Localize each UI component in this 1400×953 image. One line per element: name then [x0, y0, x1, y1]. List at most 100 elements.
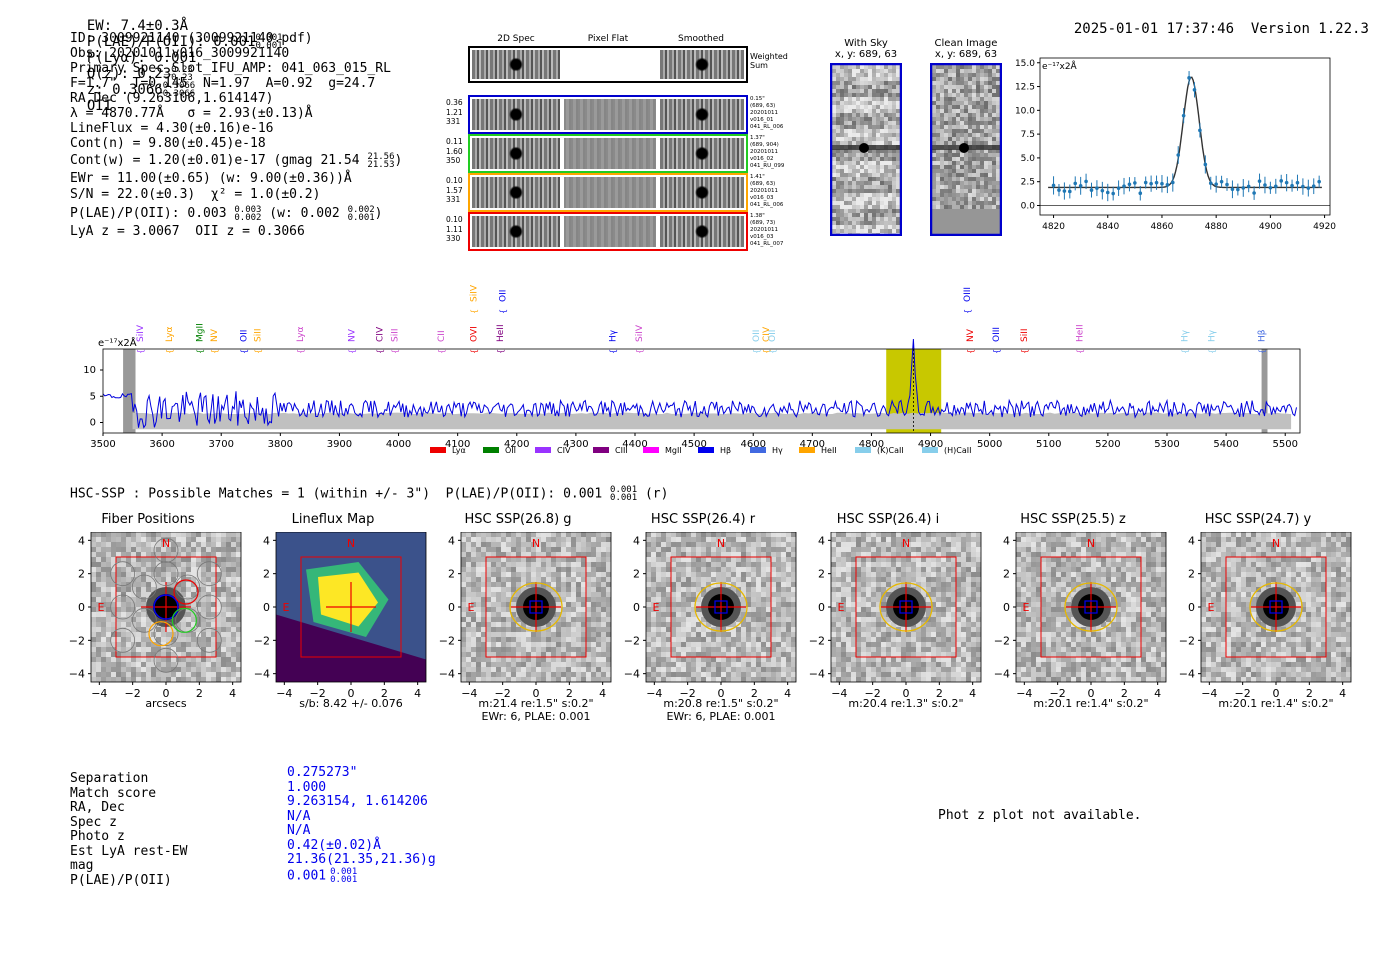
- hsc-pixel: [141, 677, 146, 682]
- hsc-pixel: [596, 557, 601, 562]
- hsc-pixel: [461, 542, 466, 547]
- hsc-pixel: [161, 672, 166, 677]
- hsc-pixel: [741, 577, 746, 582]
- spec-line-marker: HeII{: [1076, 324, 1086, 354]
- sky-pixel: [956, 113, 960, 117]
- sky-pixel: [972, 105, 976, 109]
- hsc-pixel: [751, 557, 756, 562]
- sky-pixel: [872, 213, 876, 217]
- hsc-pixel: [926, 547, 931, 552]
- sky-pixel: [992, 229, 996, 233]
- spec-line-marker: SiIV{: [635, 324, 645, 354]
- hsc-pixel: [591, 542, 596, 547]
- fiber-row-meta-line: 1.38": [750, 213, 765, 219]
- spec-line-marker: SiII{: [1020, 328, 1030, 354]
- sky-pixel: [932, 197, 936, 201]
- hsc-pixel: [96, 577, 101, 582]
- sky-pixel: [832, 85, 836, 89]
- hsc-pixel: [686, 637, 691, 642]
- sky-pixel: [860, 225, 864, 229]
- hsc-pixel: [751, 637, 756, 642]
- sky-pixel: [972, 73, 976, 77]
- hsc-pixel: [536, 652, 541, 657]
- hsc-pixel: [471, 607, 476, 612]
- sky-pixel: [884, 225, 888, 229]
- hsc-pixel: [596, 567, 601, 572]
- hsc-pixel: [116, 592, 121, 597]
- hsc-pixel: [881, 547, 886, 552]
- sky-pixel: [956, 97, 960, 101]
- hsc-pixel: [206, 672, 211, 677]
- hsc-pixel: [101, 572, 106, 577]
- hsc-pixel: [216, 542, 221, 547]
- sky-pixel: [864, 213, 868, 217]
- hsc-pixel: [591, 647, 596, 652]
- sky-pixel: [844, 153, 848, 157]
- sky-pixel: [884, 101, 888, 105]
- hsc-pixel: [151, 652, 156, 657]
- hsc-pixel: [211, 617, 216, 622]
- hsc-pixel: [211, 667, 216, 672]
- hsc-pixel: [106, 622, 111, 627]
- hsc-pixel: [576, 617, 581, 622]
- hsc-pixel: [121, 592, 126, 597]
- hsc-pixel: [651, 677, 656, 682]
- hsc-pixel: [196, 537, 201, 542]
- sky-pixel: [952, 205, 956, 209]
- sky-pixel: [864, 125, 868, 129]
- hsc-pixel: [506, 677, 511, 682]
- hsc-pixel: [496, 537, 501, 542]
- hsc-pixel: [481, 587, 486, 592]
- hsc-pixel: [766, 607, 771, 612]
- hsc-pixel: [591, 597, 596, 602]
- sky-pixel: [984, 81, 988, 85]
- fiber-circle: [131, 574, 157, 600]
- hsc-pixel: [791, 552, 796, 557]
- sky-pixel: [956, 77, 960, 81]
- hsc-pixel: [146, 672, 151, 677]
- hsc-pixel: [191, 567, 196, 572]
- hsc-pixel: [521, 567, 526, 572]
- sky-pixel: [940, 141, 944, 145]
- hsc-pixel: [861, 537, 866, 542]
- hsc-pixel: [166, 627, 171, 632]
- hsc-pixel: [911, 537, 916, 542]
- sky-pixel: [996, 157, 1000, 161]
- hsc-pixel: [196, 637, 201, 642]
- spec-line-marker: CIV{: [762, 326, 772, 354]
- sky-pixel: [884, 193, 888, 197]
- hsc-pixel: [511, 542, 516, 547]
- hsc-pixel: [646, 632, 651, 637]
- hsc-pixel: [761, 652, 766, 657]
- hsc-pixel: [741, 557, 746, 562]
- hsc-pixel: [651, 602, 656, 607]
- hsc-pixel: [606, 602, 611, 607]
- clean-image-title: Clean Image x, y: 689, 63: [930, 38, 1002, 60]
- sky-pixel: [832, 205, 836, 209]
- hsc-pixel: [561, 592, 566, 597]
- sky-pixel: [848, 181, 852, 185]
- sky-pixel: [936, 161, 940, 165]
- hsc-pixel: [181, 562, 186, 567]
- hsc-pixel: [186, 657, 191, 662]
- hsc-pixel: [121, 542, 126, 547]
- sky-pixel: [968, 225, 972, 229]
- hsc-pixel: [951, 532, 956, 537]
- sky-pixel: [996, 149, 1000, 153]
- hsc-pixel: [96, 532, 101, 537]
- hsc-pixel: [861, 567, 866, 572]
- hsc-pixel: [216, 607, 221, 612]
- hsc-pixel: [871, 542, 876, 547]
- hsc-pixel: [481, 677, 486, 682]
- hsc-pixel: [126, 587, 131, 592]
- sky-pixel: [848, 129, 852, 133]
- hsc-pixel: [656, 592, 661, 597]
- hsc-pixel: [696, 572, 701, 577]
- hsc-pixel: [156, 572, 161, 577]
- hsc-pixel: [211, 637, 216, 642]
- hsc-pixel: [151, 572, 156, 577]
- sky-pixel: [888, 157, 892, 161]
- fiber-smoothed-image: [660, 99, 744, 130]
- hsc-pixel: [516, 657, 521, 662]
- hsc-heading-text: HSC-SSP : Possible Matches = 1 (within +…: [70, 486, 603, 502]
